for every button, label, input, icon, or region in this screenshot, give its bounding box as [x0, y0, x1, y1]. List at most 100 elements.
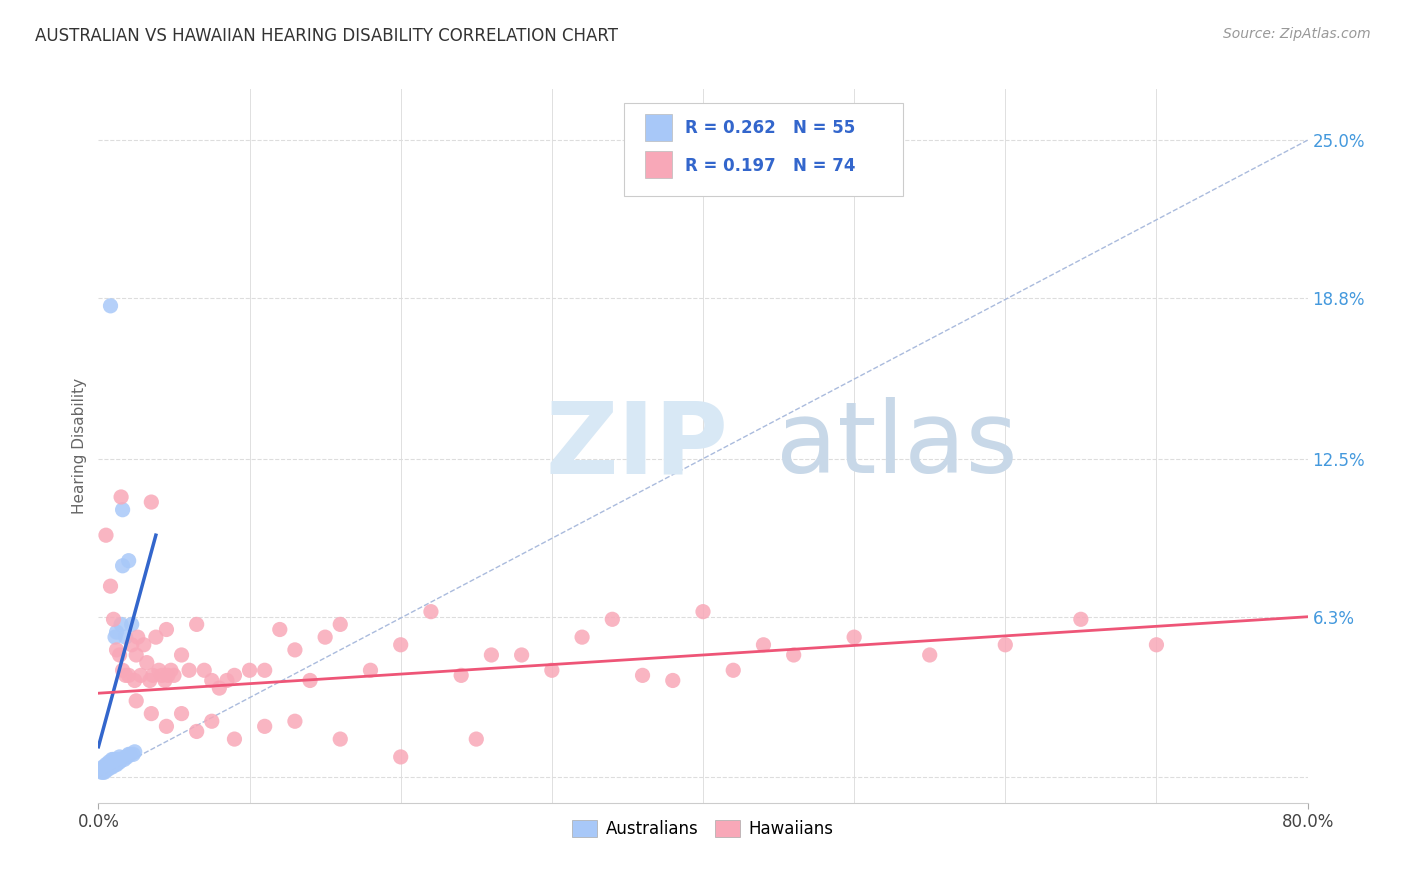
Point — [844, 630, 866, 644]
Point — [253, 663, 276, 677]
Point — [103, 757, 125, 772]
Point — [510, 648, 533, 662]
Text: R = 0.197   N = 74: R = 0.197 N = 74 — [685, 157, 855, 175]
Point — [94, 757, 117, 772]
Point — [201, 673, 224, 688]
Point — [93, 765, 115, 780]
Point — [132, 638, 155, 652]
Point — [631, 668, 654, 682]
Point — [110, 617, 132, 632]
Point — [135, 656, 157, 670]
Legend: Australians, Hawaiians: Australians, Hawaiians — [565, 813, 841, 845]
Point — [96, 760, 118, 774]
Point — [208, 681, 231, 695]
Point — [105, 757, 128, 772]
Point — [284, 714, 307, 729]
Point — [111, 502, 134, 516]
Point — [93, 763, 115, 777]
Point — [314, 630, 336, 644]
Point — [193, 663, 215, 677]
Point — [129, 668, 152, 682]
Point — [1144, 638, 1167, 652]
Point — [104, 630, 127, 644]
Point — [481, 648, 503, 662]
Point — [100, 760, 122, 774]
Point — [101, 752, 124, 766]
Point — [170, 706, 193, 721]
Point — [215, 673, 238, 688]
Point — [141, 706, 163, 721]
Point — [163, 668, 186, 682]
Point — [91, 760, 114, 774]
Point — [602, 612, 624, 626]
Point — [783, 648, 806, 662]
Point — [540, 663, 562, 677]
Point — [110, 752, 132, 766]
Point — [100, 757, 122, 772]
Bar — [645, 152, 672, 178]
Point — [124, 745, 146, 759]
Point — [107, 755, 129, 769]
Point — [114, 750, 136, 764]
Point — [125, 648, 148, 662]
Point — [127, 630, 149, 644]
Point — [112, 752, 135, 766]
Point — [239, 663, 262, 677]
Point — [420, 605, 443, 619]
Point — [360, 663, 382, 677]
Y-axis label: Hearing Disability: Hearing Disability — [72, 378, 87, 514]
Point — [103, 755, 125, 769]
Point — [103, 752, 125, 766]
Point — [91, 763, 114, 777]
Point — [994, 638, 1017, 652]
FancyBboxPatch shape — [624, 103, 903, 196]
Point — [98, 760, 121, 774]
Point — [329, 617, 352, 632]
Point — [155, 719, 177, 733]
Point — [100, 579, 122, 593]
Point — [105, 625, 128, 640]
Point — [918, 648, 941, 662]
Point — [269, 623, 291, 637]
Point — [124, 673, 146, 688]
Point — [108, 648, 131, 662]
Point — [103, 612, 125, 626]
Point — [389, 638, 412, 652]
Point — [179, 663, 201, 677]
Point — [90, 765, 112, 780]
Point — [107, 752, 129, 766]
Point — [156, 668, 179, 682]
Text: AUSTRALIAN VS HAWAIIAN HEARING DISABILITY CORRELATION CHART: AUSTRALIAN VS HAWAIIAN HEARING DISABILIT… — [35, 27, 619, 45]
Point — [118, 554, 141, 568]
Point — [1070, 612, 1092, 626]
Point — [201, 714, 224, 729]
Point — [329, 732, 352, 747]
Point — [111, 663, 134, 677]
Point — [111, 558, 134, 573]
Point — [148, 663, 170, 677]
Point — [90, 763, 112, 777]
Point — [118, 668, 141, 682]
Point — [186, 724, 208, 739]
Point — [103, 757, 125, 772]
Point — [224, 732, 246, 747]
Point — [94, 763, 117, 777]
Point — [94, 760, 117, 774]
Point — [571, 630, 593, 644]
Point — [110, 752, 132, 766]
Point — [96, 757, 118, 772]
Point — [98, 757, 121, 772]
Point — [284, 643, 307, 657]
Point — [723, 663, 745, 677]
Point — [94, 763, 117, 777]
Point — [105, 643, 128, 657]
Point — [93, 760, 115, 774]
Point — [142, 668, 165, 682]
Point — [150, 668, 173, 682]
Point — [153, 673, 176, 688]
Text: R = 0.262   N = 55: R = 0.262 N = 55 — [685, 120, 855, 137]
Point — [121, 617, 143, 632]
Point — [155, 623, 177, 637]
Point — [170, 648, 193, 662]
Point — [100, 299, 122, 313]
